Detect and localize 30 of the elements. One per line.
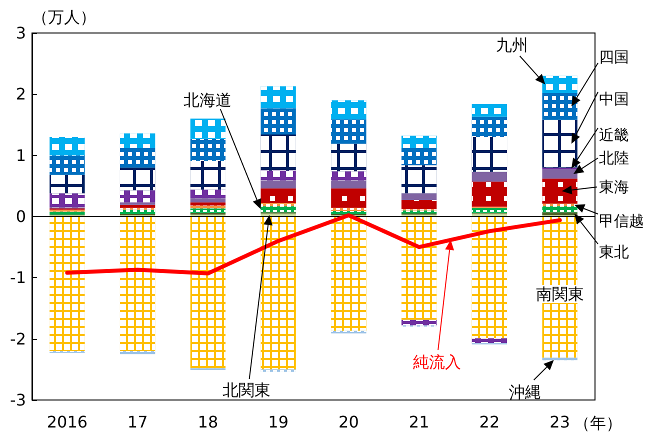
text: 純流入	[413, 352, 462, 372]
y-tick-label: 2	[16, 84, 26, 104]
series-label: 中国	[599, 90, 629, 108]
x-tick-label: 17	[127, 412, 148, 432]
y-tick-label: 1	[16, 146, 26, 165]
x-tick-label: 18	[198, 412, 218, 432]
x-tick-label: 19	[268, 412, 288, 432]
text: 北関東	[222, 380, 270, 400]
text: 近畿	[599, 126, 629, 144]
x-tick-label: 22	[479, 412, 500, 432]
text: 四国	[599, 48, 629, 66]
x-tick-label: 23	[550, 412, 570, 432]
series-label: 九州	[496, 36, 528, 54]
series-label: 沖縄	[508, 382, 541, 402]
text: 東北	[599, 243, 629, 261]
x-tick-label: 2016	[46, 412, 88, 432]
x-tick-label: 20	[338, 412, 359, 432]
x-axis-title: （年）	[574, 414, 622, 432]
y-tick-label: -2	[10, 329, 26, 348]
y-axis-title: （万人）	[32, 8, 96, 26]
y-tick-label: 0	[16, 207, 26, 226]
series-label: 南関東	[536, 284, 584, 304]
x-tick-label: 21	[408, 412, 430, 432]
y-tick-label: -3	[10, 390, 26, 410]
y-tick-label: -1	[10, 268, 26, 288]
series-label: 東海	[599, 178, 629, 196]
series-label: 甲信越	[599, 212, 644, 230]
text: 北海道	[183, 90, 232, 110]
series-label: 北陸	[599, 149, 629, 167]
y-tick-label: 3	[16, 24, 26, 42]
